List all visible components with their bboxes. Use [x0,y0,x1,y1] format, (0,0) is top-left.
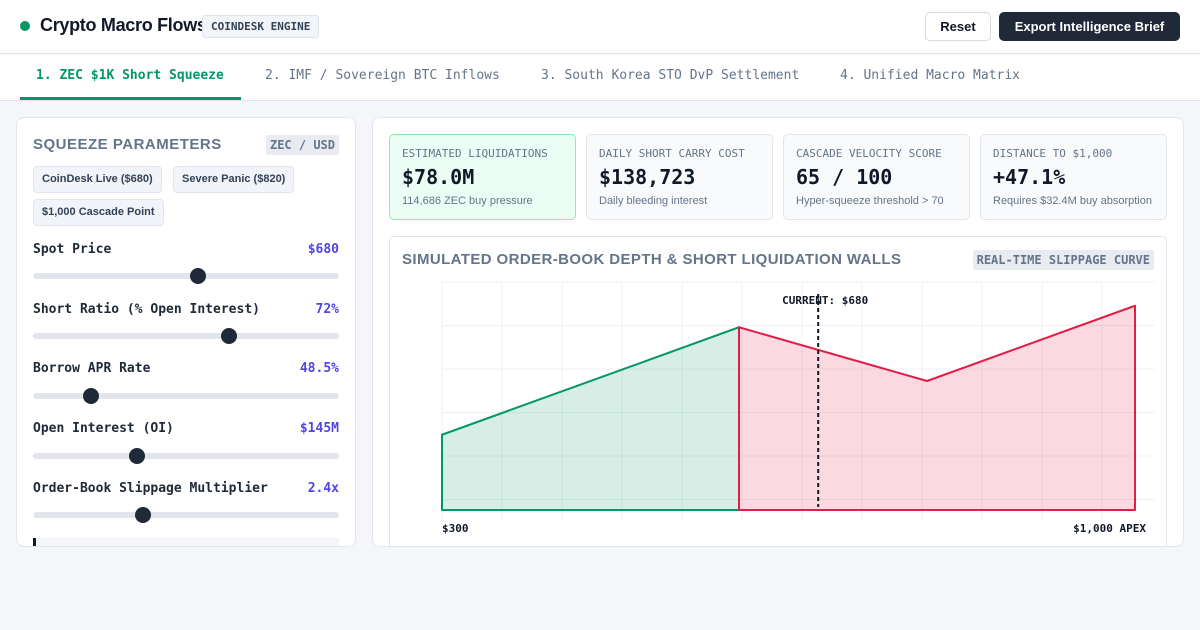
kpi-estimated-liquidations: ESTIMATED LIQUIDATIONS $78.0M 114,686 ZE… [389,134,576,220]
kpi-subtext: Hyper-squeeze threshold > 70 [796,195,944,207]
kpi-value: +47.1% [993,165,1066,189]
depth-chart-svg: CURRENT: $680 $300 $1,000 APEX [441,281,1163,535]
kpi-label: DISTANCE TO $1,000 [993,147,1113,160]
engine-badge: COINDESK ENGINE [202,15,320,38]
panel-title: SQUEEZE PARAMETERS [33,136,222,153]
kpi-label: DAILY SHORT CARRY COST [599,147,745,160]
preset-cascade-point[interactable]: $1,000 Cascade Point [33,199,164,226]
app-title: Crypto Macro Flows [40,15,207,35]
kpi-cascade-velocity: CASCADE VELOCITY SCORE 65 / 100 Hyper-sq… [783,134,970,220]
kpi-subtext: 114,686 ZEC buy pressure [402,195,533,207]
ask-liquidation-wall-area [738,304,1136,511]
preset-coindesk-live[interactable]: CoinDesk Live ($680) [33,166,162,193]
order-book-chart-card: SIMULATED ORDER-BOOK DEPTH & SHORT LIQUI… [389,236,1167,546]
slippage-multiplier-label: Order-Book Slippage Multiplier [33,481,268,496]
slippage-multiplier-slider[interactable] [33,507,339,523]
chart-badge: REAL-TIME SLIPPAGE CURVE [972,250,1154,270]
top-bar: Crypto Macro Flows COINDESK ENGINE Reset… [0,0,1200,54]
open-interest-label: Open Interest (OI) [33,421,174,436]
open-interest-slider[interactable] [33,448,339,464]
open-interest-value: $145M [299,421,339,436]
borrow-apr-value: 48.5% [299,361,339,376]
preset-severe-panic[interactable]: Severe Panic ($820) [173,166,295,193]
kpi-distance-to-1000: DISTANCE TO $1,000 +47.1% Requires $32.4… [980,134,1167,220]
reset-button[interactable]: Reset [925,12,991,41]
tab-unified-macro-matrix[interactable]: 4. Unified Macro Matrix [840,68,1021,83]
short-ratio-value: 72% [315,302,339,317]
borrow-apr-slider-thumb[interactable] [83,388,100,404]
kpi-subtext: Daily bleeding interest [599,195,708,207]
panel-footer-strip [33,538,339,546]
spot-price-value: $680 [307,242,339,257]
slippage-multiplier-slider-thumb[interactable] [135,507,152,523]
kpi-value: $138,723 [599,165,696,189]
pair-badge: ZEC / USD [265,135,339,155]
slippage-multiplier-value: 2.4x [307,481,339,496]
tab-south-korea-sto[interactable]: 3. South Korea STO DvP Settlement [541,68,800,83]
kpi-label: CASCADE VELOCITY SCORE [796,147,942,160]
spot-price-label: Spot Price [33,242,112,257]
open-interest-slider-thumb[interactable] [129,448,146,464]
short-ratio-slider-thumb[interactable] [220,328,237,344]
kpi-label: ESTIMATED LIQUIDATIONS [402,147,548,160]
borrow-apr-slider[interactable] [33,388,339,404]
simulation-panel: ESTIMATED LIQUIDATIONS $78.0M 114,686 ZE… [372,117,1184,547]
x-axis-start-label: $300 [442,522,469,535]
current-price-label: CURRENT: $680 [782,294,868,307]
chart-title: SIMULATED ORDER-BOOK DEPTH & SHORT LIQUI… [402,251,902,268]
tab-zec-short-squeeze[interactable]: 1. ZEC $1K Short Squeeze [20,55,241,100]
kpi-value: 65 / 100 [796,165,893,189]
x-axis-end-label: $1,000 APEX [1073,522,1146,535]
kpi-subtext: Requires $32.4M buy absorption [993,195,1152,207]
short-ratio-slider[interactable] [33,328,339,344]
tab-imf-sovereign-btc[interactable]: 2. IMF / Sovereign BTC Inflows [265,68,500,83]
squeeze-parameters-panel: SQUEEZE PARAMETERS ZEC / USD CoinDesk Li… [16,117,356,547]
kpi-value: $78.0M [402,165,475,189]
bid-depth-area [441,326,740,511]
status-dot-icon [20,21,30,31]
export-brief-button[interactable]: Export Intelligence Brief [999,12,1180,41]
kpi-daily-carry-cost: DAILY SHORT CARRY COST $138,723 Daily bl… [586,134,773,220]
tab-bar: 1. ZEC $1K Short Squeeze 2. IMF / Sovere… [0,55,1200,101]
short-ratio-label: Short Ratio (% Open Interest) [33,302,260,317]
borrow-apr-label: Borrow APR Rate [33,361,151,376]
spot-price-slider-thumb[interactable] [190,268,207,284]
spot-price-slider[interactable] [33,268,339,284]
